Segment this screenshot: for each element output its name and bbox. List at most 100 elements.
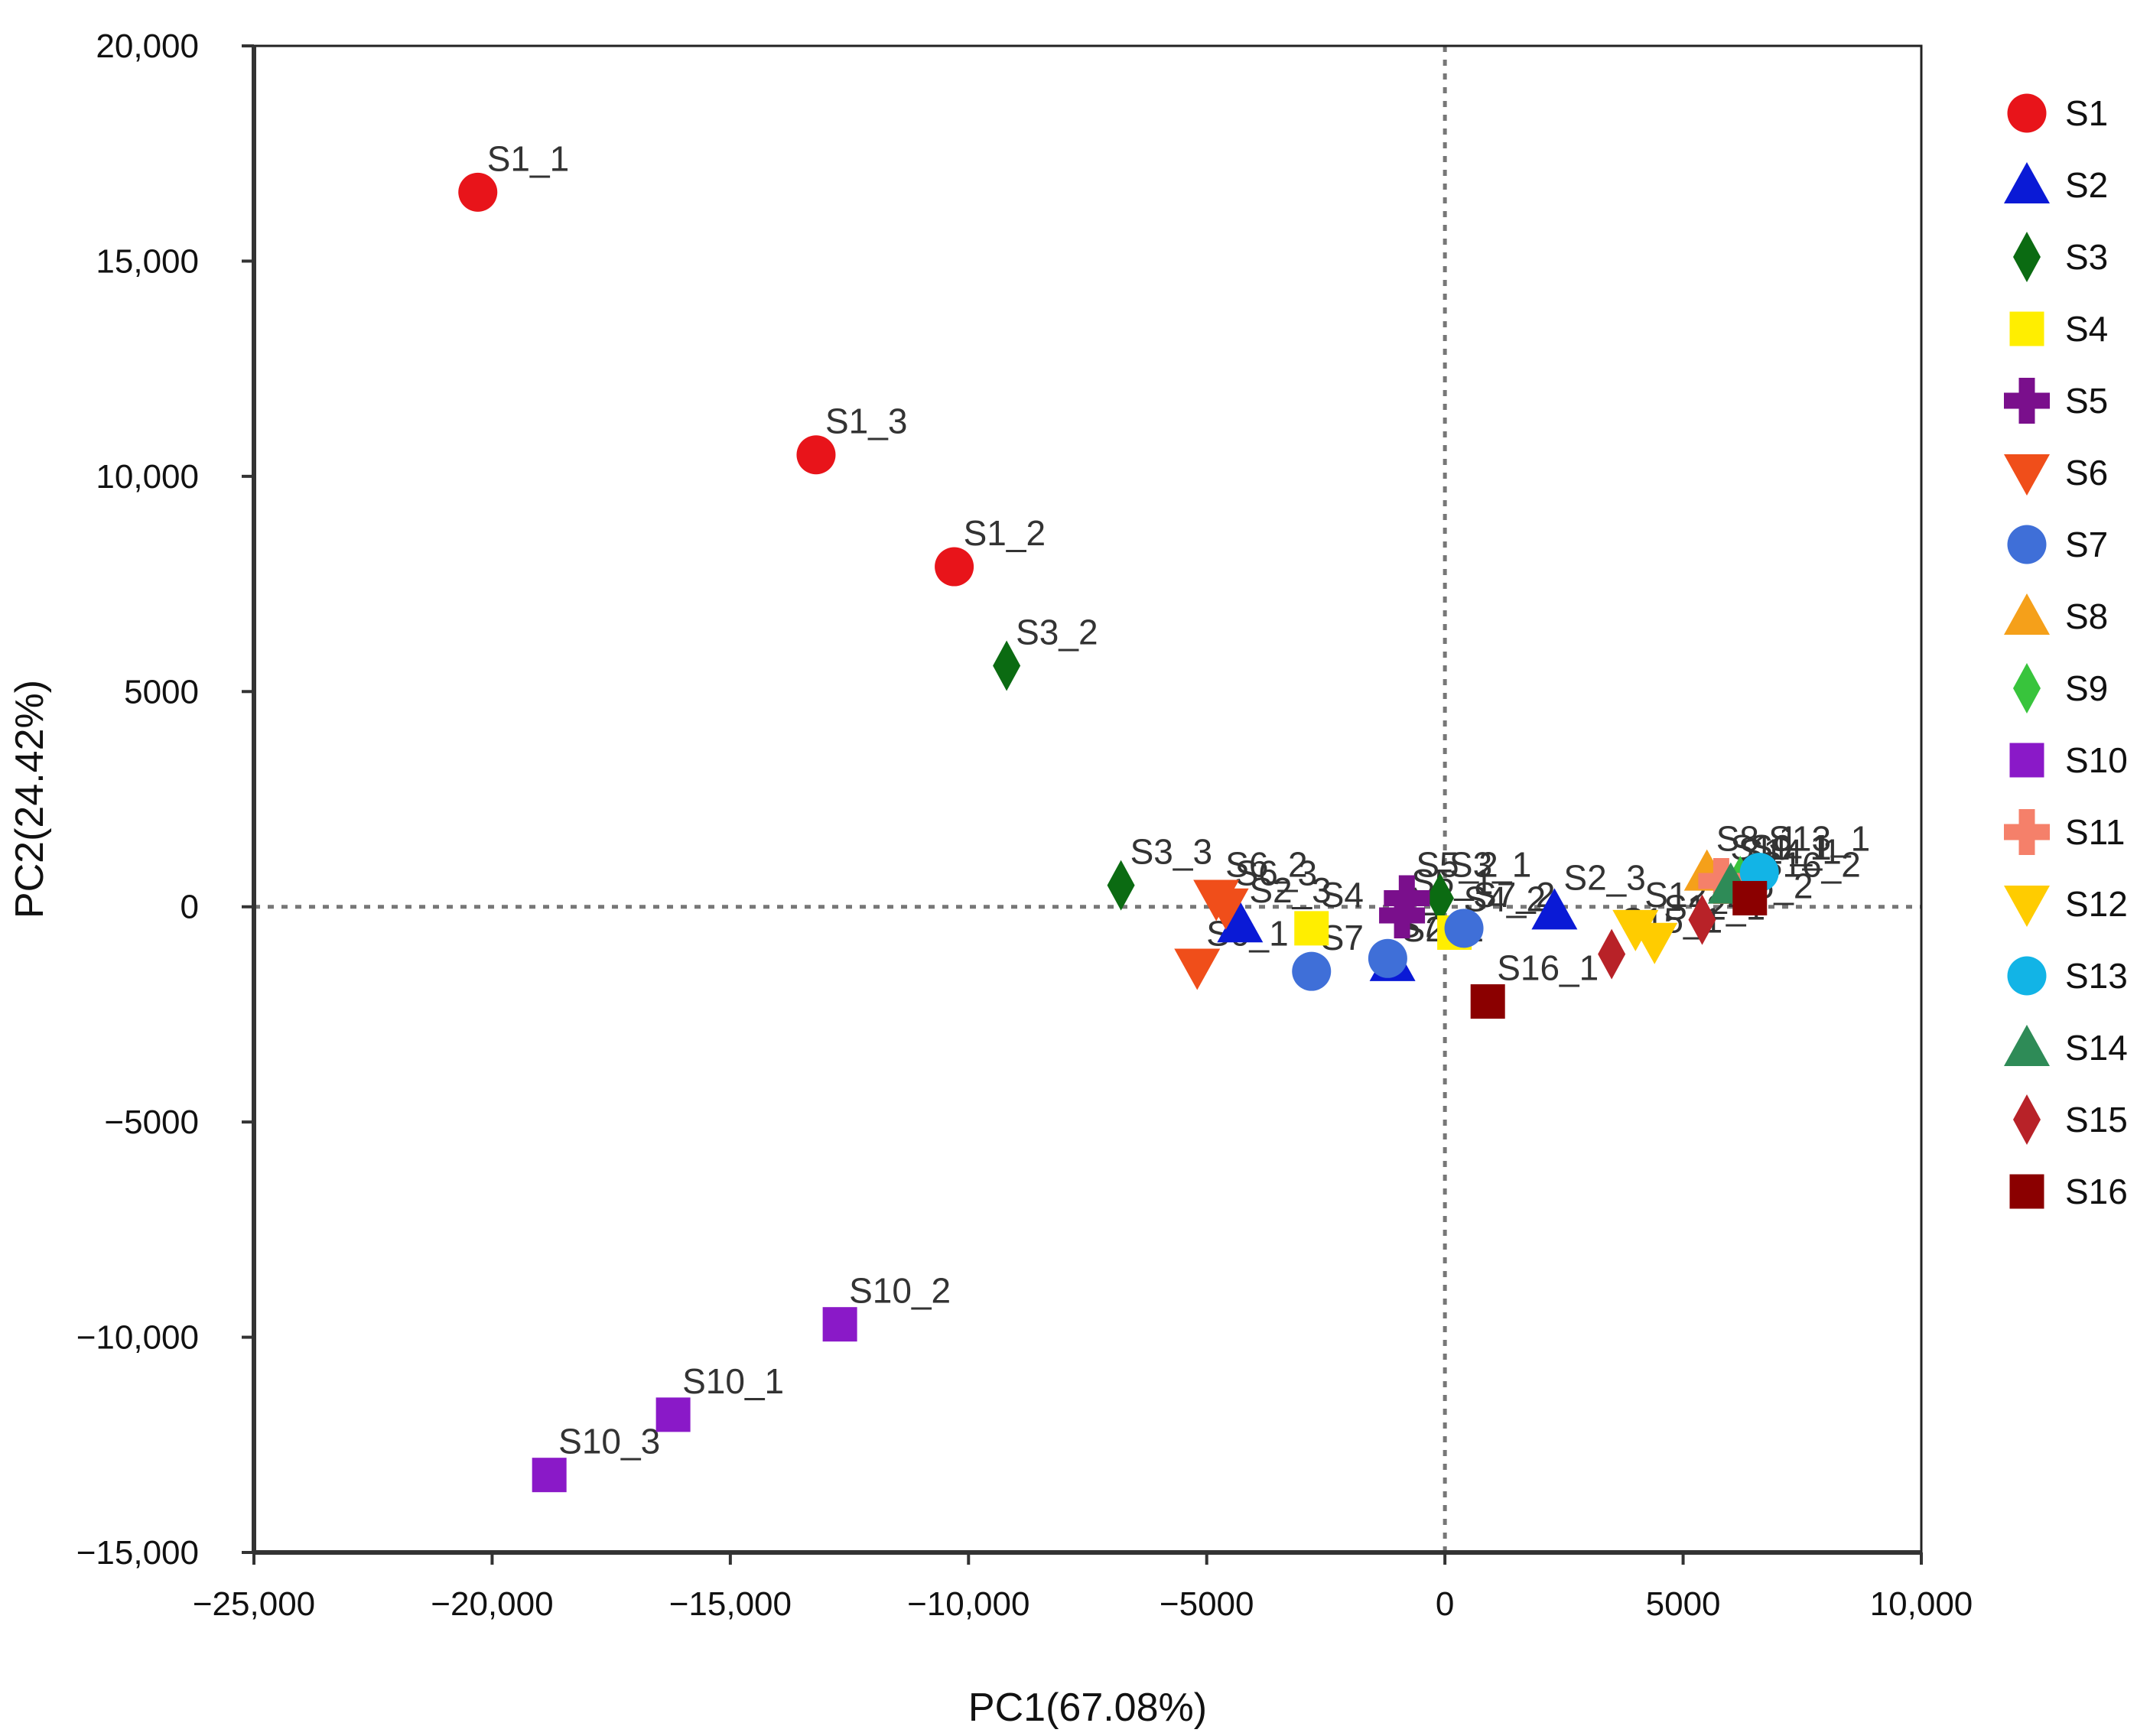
point-s1 <box>935 547 974 587</box>
reference-lines <box>254 46 1921 1552</box>
plot-frame <box>252 44 1923 1554</box>
legend-label: S5 <box>2065 381 2108 421</box>
legend-label: S12 <box>2065 884 2128 924</box>
point-s16 <box>1732 880 1768 915</box>
legend-marker-s13 <box>2007 956 2047 996</box>
legend-label: S1 <box>2065 93 2108 133</box>
point-s10 <box>822 1307 857 1342</box>
legend-marker-s3 <box>2013 232 2041 282</box>
legend-label: S9 <box>2065 668 2108 708</box>
legend-label: S8 <box>2065 597 2108 636</box>
legend-marker-s9 <box>2013 663 2041 714</box>
legend-label: S6 <box>2065 453 2108 493</box>
legend-label: S3 <box>2065 237 2108 277</box>
legend-marker-s5 <box>2004 378 2050 424</box>
data-points <box>458 172 1779 1493</box>
point-s12 <box>1612 909 1659 951</box>
legend-marker-s6 <box>2004 454 2050 496</box>
point-s1 <box>458 172 498 212</box>
point-s10 <box>532 1458 567 1493</box>
legend-marker-s4 <box>2009 311 2044 346</box>
point-label: S5_2 <box>1416 844 1498 884</box>
x-tick-label: −15,000 <box>669 1585 792 1623</box>
point-s3 <box>1107 860 1135 911</box>
point-label: S13_1 <box>1768 819 1870 859</box>
y-tick-label: 0 <box>181 889 199 926</box>
legend-label: S2 <box>2065 165 2108 205</box>
point-label: S10_2 <box>849 1271 951 1311</box>
y-tick-label: 5000 <box>124 673 199 710</box>
legend-marker-s16 <box>2009 1174 2044 1209</box>
legend-marker-s8 <box>2004 593 2050 635</box>
legend-label: S11 <box>2065 812 2125 852</box>
point-label: S1_2 <box>964 513 1046 553</box>
x-tick-label: −20,000 <box>431 1585 553 1623</box>
legend-label: S16 <box>2065 1172 2128 1211</box>
point-label: S1_1 <box>487 138 569 178</box>
point-label: S6_3 <box>1235 853 1317 893</box>
point-s6 <box>1202 888 1249 930</box>
point-s16 <box>1470 984 1505 1019</box>
legend-marker-s15 <box>2013 1094 2041 1145</box>
point-s7 <box>1444 909 1484 948</box>
point-s6 <box>1174 948 1221 990</box>
legend: S1 S2 S3 S4 S5 S6 S7 S8 S9 S10 S11 S12 S13 S14 S15 S16 <box>2004 93 2128 1211</box>
point-label: S4 <box>1321 875 1364 915</box>
point-label: S16_1 <box>1497 948 1599 988</box>
legend-label: S15 <box>2065 1100 2128 1139</box>
y-tick-label: 20,000 <box>96 28 199 65</box>
legend-marker-s11 <box>2004 809 2050 855</box>
point-labels: S1_1S1_3S1_2S2_3S2_1S2_3S3_2S3_3S3_1S4S4… <box>487 138 1871 1461</box>
point-label: S2_3 <box>1563 857 1645 897</box>
legend-marker-s12 <box>2004 886 2050 927</box>
point-s3 <box>1426 873 1454 924</box>
legend-label: S4 <box>2065 309 2108 349</box>
y-tick-label: 15,000 <box>96 242 199 280</box>
point-label: S2_3 <box>1249 870 1331 910</box>
point-s1 <box>796 435 836 475</box>
point-s3 <box>993 640 1021 691</box>
x-axis-title: PC1(67.08%) <box>968 1686 1207 1730</box>
legend-marker-s2 <box>2004 162 2050 203</box>
y-tick-label: −15,000 <box>76 1534 199 1572</box>
y-tick-label: −5000 <box>104 1104 199 1141</box>
legend-marker-s14 <box>2004 1025 2050 1066</box>
point-label: S10_3 <box>558 1422 660 1461</box>
point-label: S6_2 <box>1225 844 1307 884</box>
x-tick-label: −10,000 <box>907 1585 1029 1623</box>
x-tick-label: 0 <box>1436 1585 1454 1623</box>
point-label: S10_1 <box>682 1361 784 1401</box>
x-tick-label: −25,000 <box>193 1585 315 1623</box>
point-s5 <box>1379 892 1426 938</box>
y-tick-label: −10,000 <box>76 1319 199 1357</box>
point-s2 <box>1217 901 1264 943</box>
point-s7 <box>1292 951 1332 991</box>
legend-label: S7 <box>2065 525 2108 564</box>
point-s10 <box>655 1397 691 1432</box>
y-tick-label: 10,000 <box>96 458 199 496</box>
point-s15 <box>1598 928 1626 980</box>
point-s7 <box>1368 938 1407 978</box>
point-label: S4_2 <box>1464 879 1546 918</box>
legend-label: S14 <box>2065 1028 2128 1068</box>
legend-label: S13 <box>2065 956 2128 996</box>
point-label: S7_2 <box>1473 875 1555 915</box>
x-tick-label: 10,000 <box>1870 1585 1973 1623</box>
axes: −25,000 −20,000 −15,000 −10,000 −5000 0 5000 10… <box>76 28 1973 1623</box>
point-label: S3_1 <box>1449 844 1531 884</box>
point-label: S8_1 <box>1716 819 1798 859</box>
legend-marker-s10 <box>2009 743 2044 778</box>
point-s4 <box>1294 911 1329 946</box>
point-s15 <box>1688 894 1716 945</box>
point-label: S3_3 <box>1130 832 1212 872</box>
point-label: S1_3 <box>825 401 907 441</box>
x-tick-label: −5000 <box>1160 1585 1254 1623</box>
point-label: S3_2 <box>1016 613 1098 652</box>
legend-label: S10 <box>2065 740 2128 780</box>
y-axis-title: PC2(24.42%) <box>8 680 52 918</box>
point-s2 <box>1531 888 1578 930</box>
legend-marker-s1 <box>2007 93 2047 133</box>
x-tick-label: 5000 <box>1646 1585 1721 1623</box>
legend-marker-s7 <box>2007 525 2047 564</box>
